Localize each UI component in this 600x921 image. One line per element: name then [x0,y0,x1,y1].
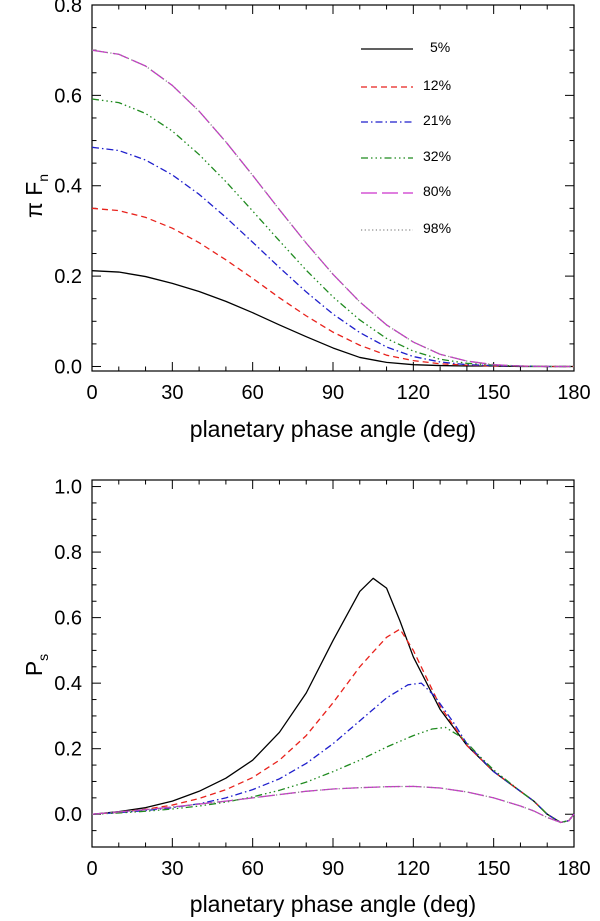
polarization-y-axis-title-sub: s [35,654,51,661]
flux-x-tick-label: 120 [397,382,430,404]
flux-series-lines [91,49,574,368]
flux-plot-frame [91,4,575,372]
flux-series-21pct [91,146,574,368]
flux-y-tick-label: 0.4 [54,176,82,198]
polarization-x-tick-label: 90 [322,858,344,880]
polarization-plot-frame [91,479,575,848]
polarization-y-tick-label: 0.6 [54,608,82,630]
polarization-series-98pct [91,785,575,824]
flux-y-tick-label: 0.2 [54,266,82,288]
flux-x-tick-label: 150 [477,382,510,404]
flux-y-axis-title-sub: n [35,174,51,182]
flux-y-tick-label: 0.0 [54,356,82,378]
flux-x-axis-title: planetary phase angle (deg) [190,416,476,442]
legend-entry: 98% [361,220,451,236]
polarization-series-80pct [91,785,575,824]
polarization-y-tick-label: 0.2 [54,739,82,761]
legend-entry: 5% [361,39,450,55]
polarization-y-tick-labels: 0.0 0.2 0.4 0.6 0.8 1.0 [54,477,82,827]
polarization-y-tick-label: 1.0 [54,477,82,499]
polarization-ticks [91,480,575,848]
flux-x-tick-label: 180 [557,382,590,404]
polarization-x-tick-label: 120 [397,858,430,880]
polarization-x-tick-label: 150 [477,858,510,880]
legend-entry: 32% [361,148,451,164]
flux-x-tick-label: 30 [161,382,183,404]
flux-x-tick-label: 60 [242,382,264,404]
polarization-x-axis-title: planetary phase angle (deg) [190,891,476,917]
legend-label: 80% [423,183,451,199]
legend-label: 21% [423,112,451,128]
flux-x-tick-label: 90 [322,382,344,404]
polarization-y-axis-title: Ps [21,654,51,676]
flux-y-axis-title: π Fn [21,174,51,218]
legend-label: 12% [423,77,451,93]
flux-series-80pct [91,49,574,368]
polarization-y-tick-label: 0.4 [54,673,82,695]
flux-x-tick-labels: 0 30 60 90 120 150 180 [86,382,590,404]
polarization-y-axis-title-main: P [21,661,47,676]
polarization-y-tick-label: 0.0 [54,804,82,826]
flux-y-axis-title-main: π F [21,182,47,218]
polarization-series-5pct [91,577,575,824]
legend-label: 32% [423,148,451,164]
polarization-x-tick-labels: 0 30 60 90 120 150 180 [86,858,590,880]
polarization-x-tick-label: 30 [161,858,183,880]
flux-series-12pct [91,207,574,368]
flux-y-axis-title-text: π Fn [21,174,51,218]
legend-label: 5% [430,39,450,55]
flux-y-tick-label: 0.8 [54,0,82,17]
polarization-series-12pct [91,628,575,824]
polarization-y-tick-label: 0.8 [54,542,82,564]
flux-series-32pct [91,98,574,368]
legend-entry: 12% [361,77,451,93]
polarization-panel: 0 30 60 90 120 150 180 0.0 0.2 0.4 0.6 0… [21,477,591,917]
flux-ticks [91,4,575,371]
polarization-y-axis-title-text: Ps [21,654,51,676]
legend-entry: 21% [361,112,451,128]
flux-panel: 0 30 60 90 120 150 180 0.0 0.2 0.4 0.6 0… [21,0,591,442]
legend-label: 98% [423,220,451,236]
polarization-x-tick-label: 0 [86,858,97,880]
polarization-series-lines [91,577,575,824]
flux-y-tick-label: 0.6 [54,85,82,107]
polarization-series-21pct [91,682,575,824]
polarization-x-tick-label: 60 [242,858,264,880]
flux-y-tick-labels: 0.0 0.2 0.4 0.6 0.8 [54,0,82,378]
flux-legend: 5% 12% 21% 32% 80% 98% [361,39,451,236]
flux-x-tick-label: 0 [86,382,97,404]
flux-series-98pct [91,49,574,368]
polarization-x-tick-label: 180 [557,858,590,880]
legend-entry: 80% [361,183,451,199]
flux-series-5pct [91,270,574,368]
